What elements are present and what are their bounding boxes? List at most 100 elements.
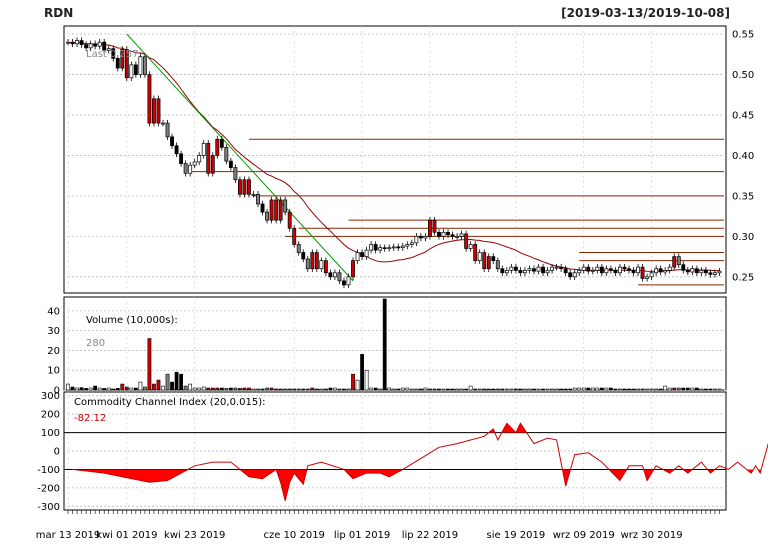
volume-bar <box>527 388 532 391</box>
volume-bar <box>486 388 491 391</box>
volume-bar <box>446 388 450 391</box>
cci-overbought-area <box>501 423 516 433</box>
chart-symbol: RDN <box>44 6 74 20</box>
candle-body <box>192 161 197 166</box>
cci-oversold-area <box>276 469 307 501</box>
candle-body <box>654 268 659 274</box>
candle-body <box>278 199 283 221</box>
volume-bar <box>428 388 432 391</box>
volume-bar <box>143 386 147 391</box>
x-tick-label: cze 10 2019 <box>263 530 324 541</box>
volume-bar <box>301 388 306 391</box>
candle-body <box>201 142 206 156</box>
volume-bar <box>500 388 505 391</box>
volume-bar <box>111 388 116 391</box>
volume-bar <box>704 388 708 391</box>
candle-body <box>296 244 301 253</box>
volume-bar <box>382 298 387 391</box>
candle-body <box>369 244 374 251</box>
candle-body <box>663 269 668 273</box>
candle-body <box>219 138 224 148</box>
candle-body <box>342 280 346 286</box>
candle-body <box>228 160 233 168</box>
candle-body <box>477 252 482 261</box>
x-tick-label: lip 22 2019 <box>402 530 458 541</box>
candle-body <box>256 193 260 205</box>
candle-body <box>513 266 518 271</box>
cci-axis-tick-label: -200 <box>37 483 60 494</box>
candle-body <box>360 252 365 257</box>
cci-axis-tick-label: 200 <box>41 410 60 421</box>
volume-bar <box>437 388 441 391</box>
volume-bar <box>228 387 233 391</box>
volume-bar <box>504 388 509 391</box>
candle-body <box>568 272 573 278</box>
volume-bar <box>473 388 478 391</box>
candle-body <box>355 252 360 261</box>
candle-body <box>396 246 401 249</box>
candle-body <box>251 193 256 196</box>
candle-body <box>265 211 269 221</box>
candle-body <box>409 242 414 245</box>
volume-bar <box>713 388 717 391</box>
volume-bar <box>577 387 582 391</box>
volume-bar <box>296 388 301 391</box>
price-axis-tick-label: 0.40 <box>732 151 754 162</box>
candle-body <box>599 266 604 274</box>
candle-body <box>518 269 523 274</box>
candle-body <box>577 269 582 274</box>
volume-bar <box>238 388 242 391</box>
candle-body <box>618 266 622 274</box>
cci-oversold-area <box>683 469 693 474</box>
volume-bar <box>251 388 256 391</box>
candle-body <box>88 43 93 49</box>
cci-oversold-area <box>343 469 403 479</box>
candle-body <box>102 41 107 51</box>
volume-bar <box>523 388 527 391</box>
candle-body <box>400 245 405 249</box>
candle-body <box>473 244 478 261</box>
volume-bar <box>396 388 401 391</box>
cci-oversold-area <box>609 469 627 481</box>
candle-body <box>423 236 428 239</box>
price-axis-tick-label: 0.25 <box>732 272 754 283</box>
volume-bar <box>369 387 374 391</box>
volume-bar <box>441 388 446 391</box>
volume-bar <box>174 371 179 391</box>
volume-bar <box>314 388 319 391</box>
candle-body <box>120 49 125 69</box>
x-tick-label: kwi 23 2019 <box>164 530 225 541</box>
candle-body <box>287 211 292 229</box>
volume-bar <box>233 387 238 391</box>
volume-bar <box>690 387 695 391</box>
volume-bar <box>613 388 618 391</box>
candle-body <box>269 199 274 221</box>
volume-bar <box>681 387 686 391</box>
volume-bar <box>188 383 193 391</box>
candle-body <box>124 49 129 79</box>
candle-body <box>70 41 75 45</box>
volume-bar <box>491 388 496 391</box>
price-axis-tick-label: 0.30 <box>732 232 754 243</box>
volume-bar <box>545 388 550 391</box>
candle-body <box>161 122 165 125</box>
volume-bar <box>355 379 360 391</box>
candle-body <box>559 266 564 270</box>
candle-body <box>446 231 450 236</box>
candle-body <box>197 155 202 163</box>
volume-bar <box>152 383 156 391</box>
candle-body <box>504 269 509 274</box>
volume-bar <box>590 387 595 391</box>
candle-body <box>694 268 699 274</box>
candle-body <box>636 266 640 274</box>
volume-bar <box>514 388 518 391</box>
volume-bar <box>278 388 283 391</box>
candle-body <box>509 266 514 271</box>
candle-body <box>224 147 229 162</box>
volume-bar <box>645 388 649 391</box>
volume-last-label: 280 <box>86 338 105 349</box>
candle-body <box>179 153 184 164</box>
volume-bar <box>206 387 211 391</box>
volume-bar <box>287 388 292 391</box>
volume-bar <box>133 387 138 391</box>
